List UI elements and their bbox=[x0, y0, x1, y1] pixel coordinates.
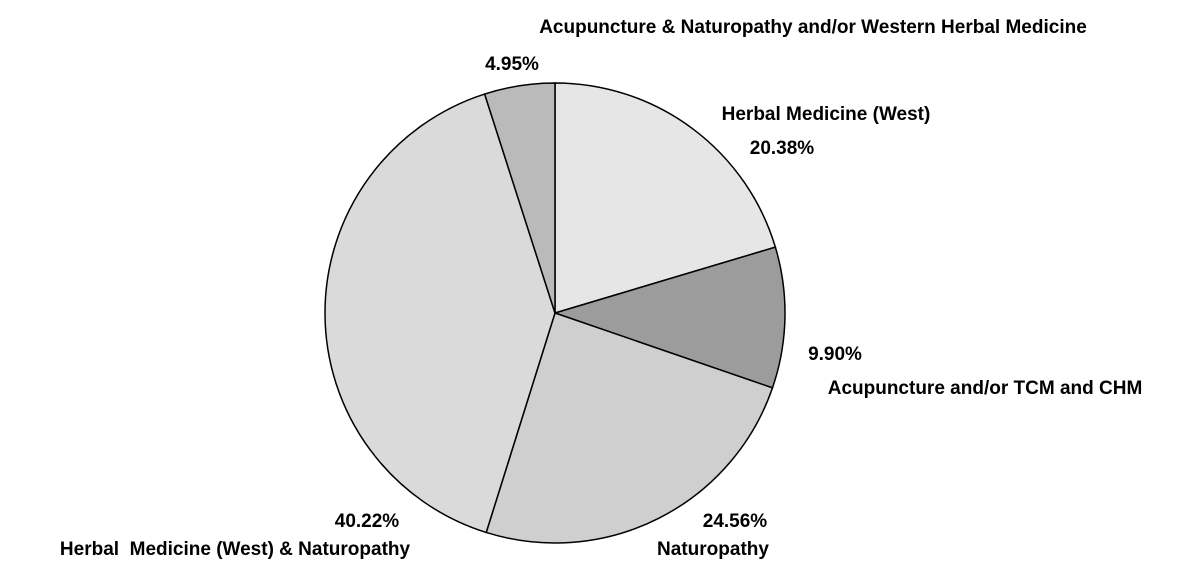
value-label: 20.38% bbox=[750, 138, 815, 159]
slice-label: Acupuncture and/or TCM and CHM bbox=[828, 378, 1143, 399]
value-label: 40.22% bbox=[335, 511, 400, 532]
pie-slice bbox=[324, 93, 556, 534]
pie-slice bbox=[485, 312, 774, 544]
value-label: 4.95% bbox=[485, 54, 539, 75]
value-label: 24.56% bbox=[703, 511, 768, 532]
slice-label: Herbal Medicine (West) bbox=[722, 104, 931, 125]
pie-slice bbox=[483, 82, 556, 314]
slice-label: Naturopathy bbox=[657, 539, 769, 560]
value-label: 9.90% bbox=[808, 344, 862, 365]
pie-slice bbox=[554, 82, 777, 315]
slice-label: Acupuncture & Naturopathy and/or Western… bbox=[539, 17, 1087, 38]
slice-label: Herbal Medicine (West) & Naturopathy bbox=[60, 539, 411, 560]
pie-slice bbox=[552, 246, 786, 389]
